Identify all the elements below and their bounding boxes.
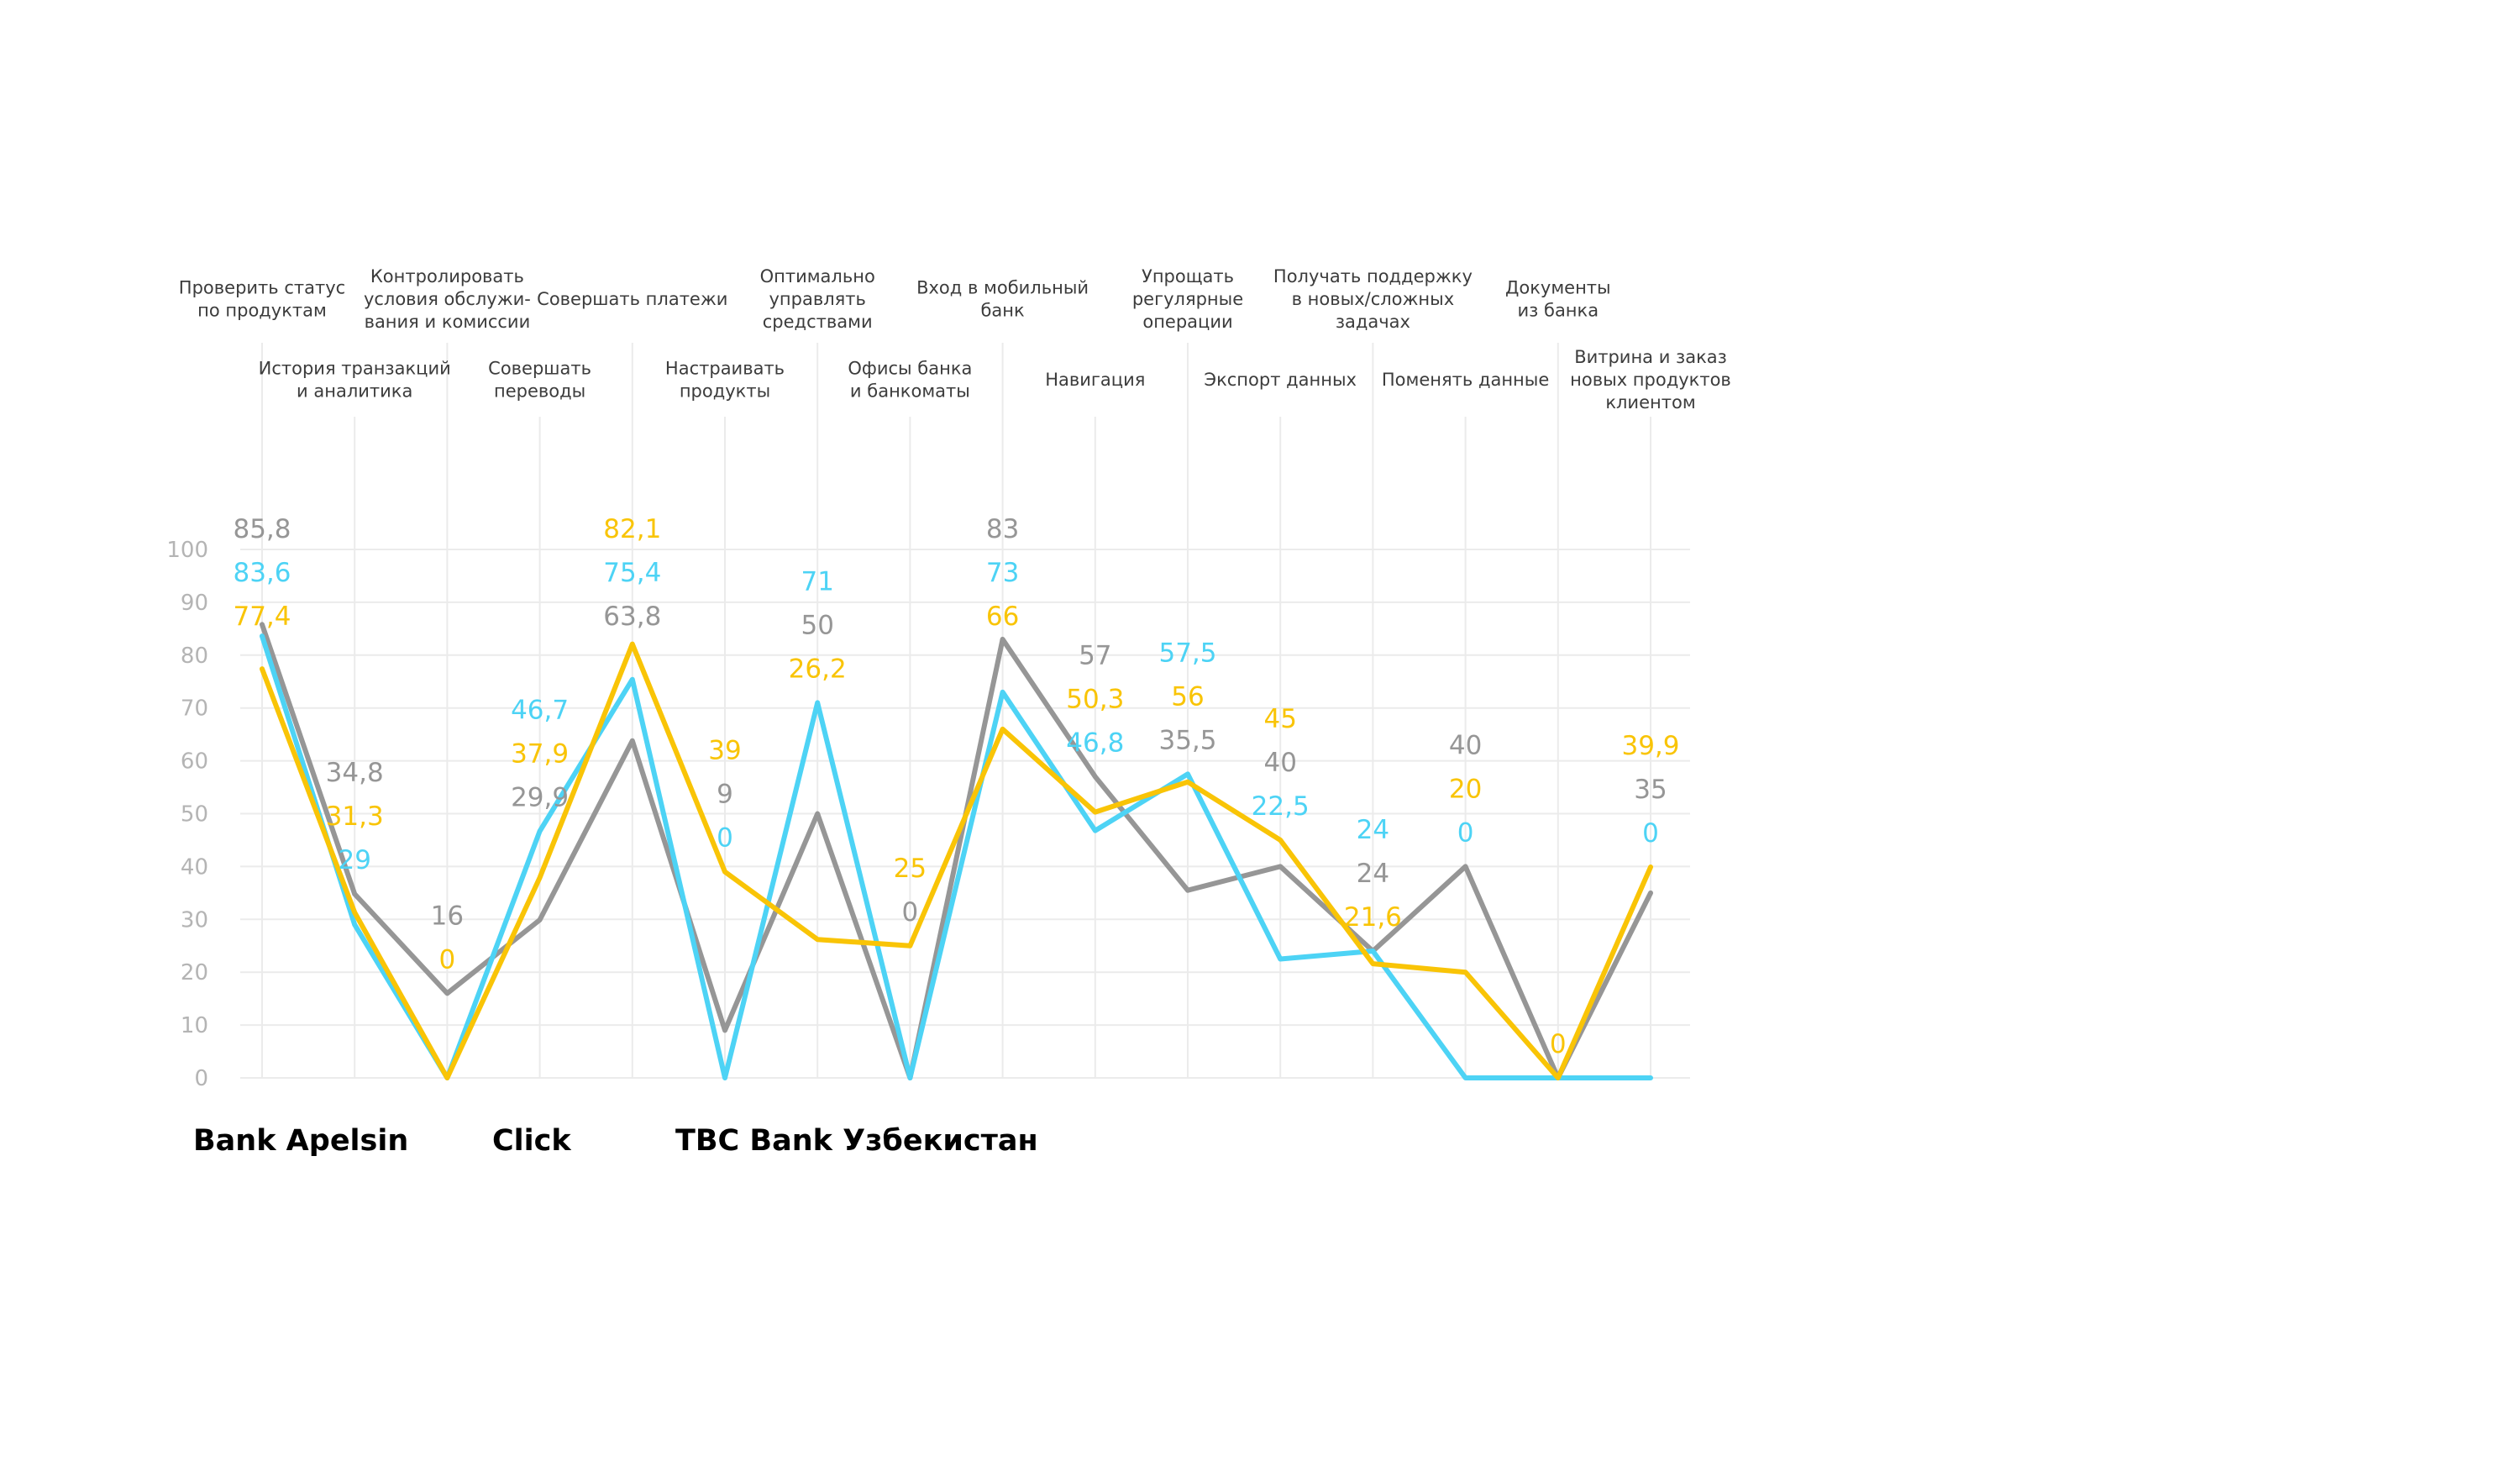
data-label-bank-apelsin: 0 (439, 944, 456, 975)
legend-bank-apelsin: Bank Apelsin (193, 1124, 409, 1158)
y-tick-label: 40 (181, 854, 208, 880)
y-tick-label: 50 (181, 802, 208, 828)
y-tick-label: 0 (194, 1066, 208, 1091)
data-label-tbc-bank: 34,8 (326, 758, 384, 788)
y-tick-label: 100 (166, 538, 208, 563)
y-tick-label: 30 (181, 907, 208, 933)
data-label-bank-apelsin: 77,4 (233, 602, 291, 632)
category-label: Проверить статус по продуктам (179, 278, 345, 321)
category-label: Офисы банка и банкоматы (848, 359, 972, 402)
y-tick-label: 60 (181, 749, 208, 775)
category-label: Навигация (1045, 370, 1145, 390)
data-label-click: 29 (338, 845, 370, 875)
category-label: Упрощать регулярные операции (1132, 266, 1243, 332)
data-label-tbc-bank: 57 (1079, 640, 1111, 670)
data-label-bank-apelsin: 45 (1263, 704, 1296, 734)
category-label: Контролировать условия обслужи-вания и ко… (364, 266, 531, 332)
data-label-click: 22,5 (1252, 791, 1310, 822)
data-label-click: 75,4 (603, 558, 661, 588)
series-line-bank-apelsin (260, 641, 1653, 1080)
y-tick-label: 20 (181, 960, 208, 985)
y-tick-label: 70 (181, 696, 208, 722)
data-label-tbc-bank: 40 (1263, 748, 1296, 778)
data-label-bank-apelsin: 56 (1171, 681, 1204, 712)
data-label-click: 73 (986, 558, 1019, 588)
data-label-click: 46,7 (511, 695, 569, 725)
data-label-bank-apelsin: 66 (986, 602, 1019, 632)
data-label-click: 0 (1457, 817, 1474, 848)
data-label-click: 57,5 (1158, 638, 1216, 668)
data-label-bank-apelsin: 39,9 (1621, 731, 1679, 761)
data-label-click: 0 (1642, 818, 1659, 849)
category-label: Вход в мобильный банк (916, 278, 1089, 321)
category-label: Поменять данные (1382, 370, 1549, 390)
y-tick-label: 80 (181, 644, 208, 669)
data-label-bank-apelsin: 82,1 (603, 514, 661, 544)
data-label-tbc-bank: 16 (431, 901, 464, 931)
y-tick-label: 90 (181, 591, 208, 616)
category-label: Экспорт данных (1204, 370, 1357, 390)
data-label-bank-apelsin: 20 (1449, 774, 1482, 804)
data-label-bank-apelsin: 31,3 (326, 801, 384, 832)
data-label-click: 46,8 (1066, 728, 1124, 758)
data-label-tbc-bank: 29,9 (511, 782, 569, 812)
data-label-bank-apelsin: 0 (1550, 1029, 1567, 1059)
data-label-bank-apelsin: 37,9 (511, 738, 569, 769)
category-label: Получать поддержку в новых/сложных задачах (1273, 266, 1473, 332)
data-label-click: 24 (1357, 815, 1389, 845)
data-label-bank-apelsin: 21,6 (1344, 902, 1402, 933)
category-label: История транзакций и аналитика (259, 359, 451, 402)
category-label: Настраивать продукты (665, 359, 785, 402)
category-label: Совершать платежи (537, 289, 727, 309)
data-label-tbc-bank: 83 (986, 514, 1019, 544)
data-label-bank-apelsin: 50,3 (1066, 684, 1124, 714)
category-label: Совершать переводы (488, 359, 591, 402)
data-label-tbc-bank: 85,8 (233, 514, 291, 544)
data-label-click: 71 (801, 566, 833, 596)
data-label-click: 0 (717, 823, 733, 854)
data-label-bank-apelsin: 25 (894, 854, 927, 884)
legend-tbc-bank: TBC Bank Узбекистан (675, 1124, 1038, 1158)
data-label-bank-apelsin: 26,2 (789, 654, 847, 684)
data-label-bank-apelsin: 39 (708, 736, 741, 766)
data-label-tbc-bank: 24 (1357, 859, 1389, 889)
data-label-tbc-bank: 9 (717, 780, 733, 810)
category-label: Документы из банка (1505, 278, 1611, 321)
data-label-tbc-bank: 63,8 (603, 602, 661, 632)
category-label: Оптимально управлять средствами (760, 266, 875, 332)
data-label-tbc-bank: 0 (902, 897, 919, 928)
series-line-click (260, 633, 1653, 1080)
data-label-tbc-bank: 35 (1634, 775, 1667, 805)
data-label-tbc-bank: 40 (1449, 730, 1482, 760)
category-label: Витрина и заказ новых продуктов клиентом (1570, 347, 1731, 413)
data-label-tbc-bank: 35,5 (1158, 725, 1216, 755)
data-label-tbc-bank: 50 (801, 610, 833, 640)
legend-click: Click (492, 1124, 571, 1158)
y-tick-label: 10 (181, 1013, 208, 1038)
data-label-click: 83,6 (233, 558, 291, 588)
